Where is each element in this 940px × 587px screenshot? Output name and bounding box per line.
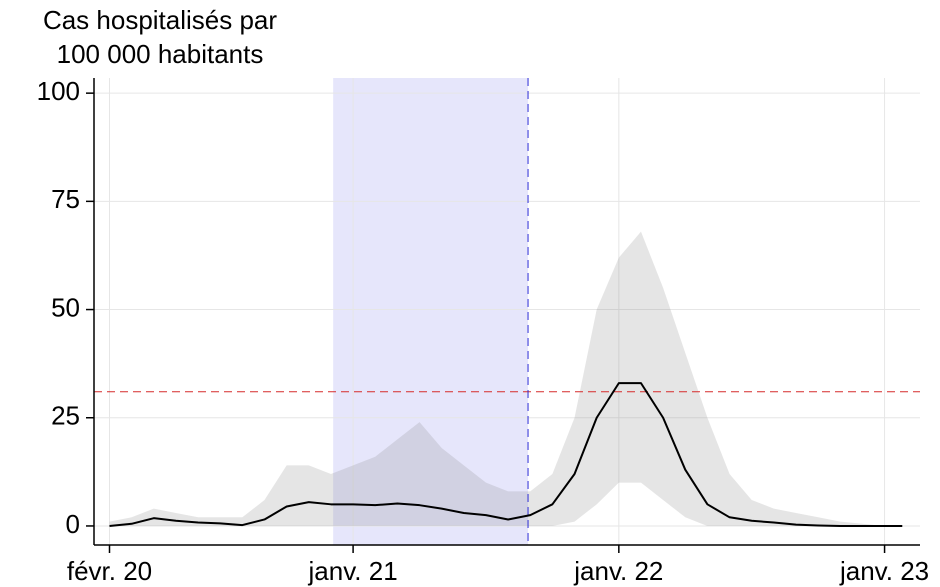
y-tick-label: 0 <box>66 509 80 539</box>
x-tick-label: janv. 23 <box>839 556 929 586</box>
y-axis-label: 100 000 habitants <box>57 39 264 69</box>
x-tick-label: févr. 20 <box>67 556 152 586</box>
x-tick-label: janv. 22 <box>573 556 663 586</box>
shaded-span <box>333 78 529 545</box>
y-axis-label: Cas hospitalisés par <box>43 5 277 35</box>
y-tick-label: 100 <box>37 76 80 106</box>
y-tick-label: 75 <box>51 184 80 214</box>
x-tick-label: janv. 21 <box>308 556 398 586</box>
trajectory-band <box>109 231 903 526</box>
y-tick-label: 50 <box>51 292 80 322</box>
series-line <box>109 382 903 527</box>
y-tick-label: 25 <box>51 401 80 431</box>
